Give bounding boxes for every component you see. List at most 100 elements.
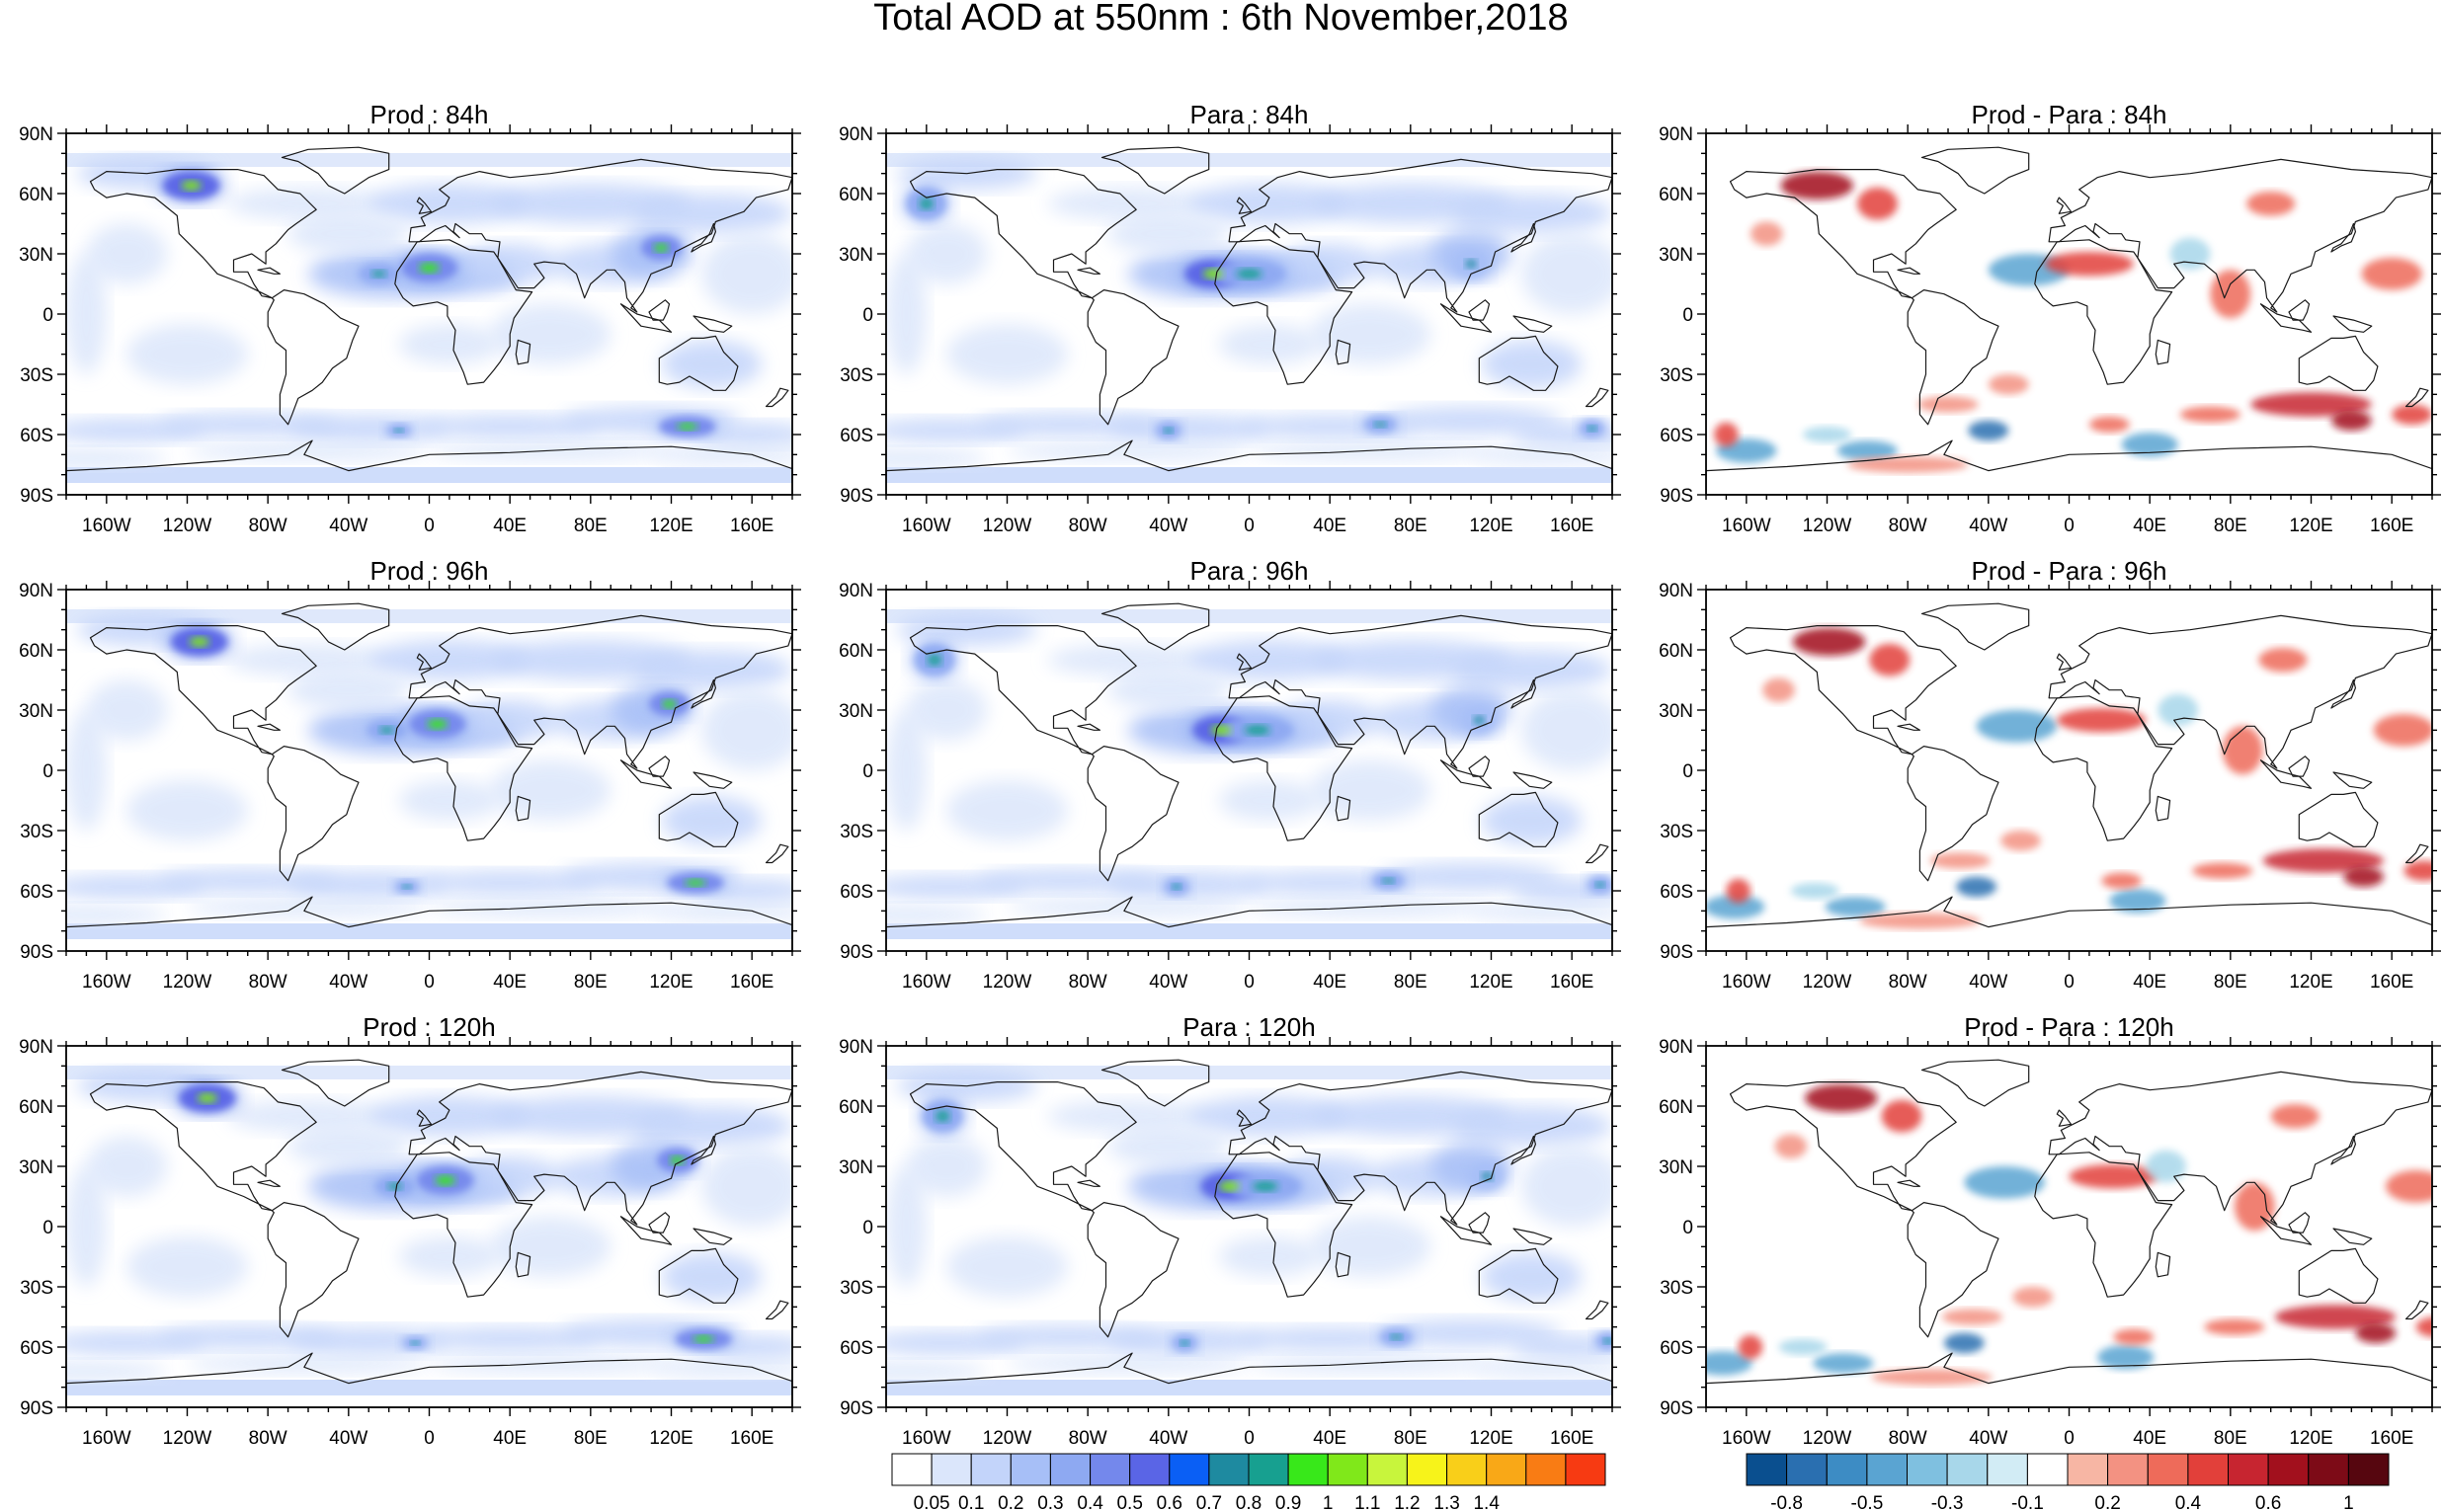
lat-tick-label: 60S <box>20 426 53 446</box>
lat-tick-label: 90N <box>19 1037 53 1058</box>
coastline <box>765 843 789 864</box>
lon-tick-label: 160E <box>730 516 774 536</box>
field-patch <box>2258 648 2308 673</box>
coastline <box>2048 158 2432 313</box>
field-patch <box>371 270 386 278</box>
coastline <box>1087 1201 1180 1338</box>
lon-tick-label: 40W <box>1149 972 1187 993</box>
field-layer <box>886 133 1612 495</box>
lon-tick-label: 80E <box>2214 972 2247 993</box>
coastlines <box>66 146 792 495</box>
field-patch <box>630 194 792 234</box>
coastline <box>2034 1152 2173 1298</box>
lat-tick-label: 30N <box>19 1157 53 1178</box>
coastline <box>267 745 360 882</box>
field-patch <box>946 780 1068 841</box>
lat-tick-label: 30S <box>840 1278 873 1299</box>
lon-tick-label: 120W <box>983 972 1032 993</box>
field-patch <box>459 243 561 284</box>
coastline <box>886 896 1612 951</box>
field-patch <box>886 710 927 831</box>
lon-tick-label: 80W <box>1889 972 1927 993</box>
lat-tick-label: 60N <box>1659 185 1693 205</box>
field-patch <box>2415 1316 2432 1337</box>
coastlines <box>886 146 1612 495</box>
colorbar-swatch <box>1446 1453 1488 1486</box>
field-patch <box>1252 1181 1278 1192</box>
field-patch <box>701 689 792 770</box>
field-patch <box>1956 876 1996 898</box>
lat-tick-label: 90S <box>1660 486 1693 507</box>
coastline <box>66 1352 792 1407</box>
field-patch <box>1107 213 1230 254</box>
lon-tick-label: 80E <box>574 1428 608 1449</box>
coastline <box>1897 1179 1921 1187</box>
colorbar-label: 0.5 <box>1116 1493 1142 1512</box>
coastline <box>416 197 433 214</box>
field-patch <box>1450 1106 1612 1147</box>
lon-tick-label: 160E <box>1550 1428 1593 1449</box>
field-patch <box>1481 1252 1583 1302</box>
coastline <box>394 239 533 385</box>
field-patch <box>66 1361 168 1382</box>
lon-tick-label: 40W <box>1969 1428 2007 1449</box>
field-patch <box>1871 1369 1993 1386</box>
coastline <box>515 795 531 822</box>
lat-tick-label: 90N <box>1659 581 1693 601</box>
field-patch <box>651 444 792 465</box>
field-patch <box>1164 428 1174 434</box>
coastline <box>89 624 317 756</box>
lat-tick-label: 30N <box>19 701 53 722</box>
field-patch <box>1218 780 1320 821</box>
field-patch <box>1706 1351 1752 1376</box>
colorbar-label: 1 <box>2343 1493 2354 1512</box>
colorbar-swatch <box>891 1453 933 1486</box>
colorbar-swatch <box>1208 1453 1250 1486</box>
field-patch <box>2158 693 2199 727</box>
coastline <box>1897 723 1921 731</box>
field-patch <box>686 879 705 887</box>
coastline <box>2332 315 2373 333</box>
lat-tick-label: 90N <box>19 581 53 601</box>
colorbar-label: -0.3 <box>1931 1493 1964 1512</box>
coastlines <box>1706 602 2432 951</box>
colorbar-label: 1.3 <box>1433 1493 1459 1512</box>
lon-tick-label: 40W <box>1969 516 2007 536</box>
coastline <box>1100 146 1210 195</box>
colorbar-label: -0.1 <box>2011 1493 2044 1512</box>
field-patch <box>419 263 440 274</box>
colorbar-swatch <box>2347 1453 2390 1486</box>
colorbar-swatch <box>2107 1453 2149 1486</box>
lat-tick-label: 30N <box>839 245 873 266</box>
field-patch <box>398 324 500 364</box>
colorbar-label: 0.6 <box>2255 1493 2281 1512</box>
field-patch <box>1172 884 1181 890</box>
field-patch <box>1738 1334 1763 1360</box>
field-patch <box>1471 1357 1612 1378</box>
coastline <box>1335 1251 1351 1278</box>
field-patch <box>1792 627 1866 657</box>
coastlines <box>66 602 792 951</box>
lat-tick-label: 60N <box>1659 641 1693 662</box>
field-patch <box>2057 708 2147 733</box>
coastline <box>1729 624 1957 756</box>
field-patch <box>1805 1083 1878 1113</box>
coastline <box>1236 653 1253 671</box>
coastline <box>1512 1228 1553 1245</box>
lon-tick-label: 120E <box>2289 972 2332 993</box>
field-patch <box>402 884 412 890</box>
coastline <box>619 759 673 789</box>
field-patch <box>2386 1170 2432 1203</box>
coastline <box>2298 335 2379 391</box>
coastline <box>2034 239 2173 385</box>
colorbar-swatch <box>1946 1453 1989 1486</box>
map-panel: Prod - Para : 96h90N60N30N030S60S90S160W… <box>1659 556 2441 993</box>
lon-tick-label: 80W <box>249 972 287 993</box>
coastlines <box>1706 1059 2432 1407</box>
field-patch <box>1803 426 1851 443</box>
field-patch <box>651 901 792 921</box>
coastline <box>257 723 281 731</box>
lon-tick-label: 80E <box>2214 1428 2247 1449</box>
field-patch <box>2392 404 2432 425</box>
